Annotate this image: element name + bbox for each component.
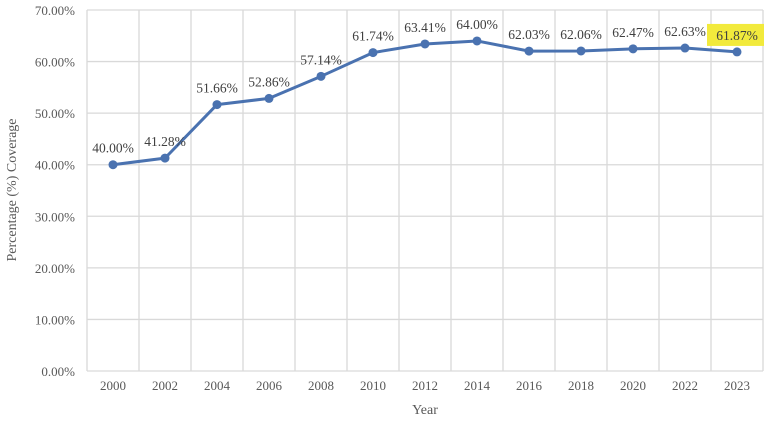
x-tick-label: 2008 (308, 378, 334, 393)
x-tick-label: 2002 (152, 378, 178, 393)
data-point (316, 71, 326, 81)
data-label: 52.86% (248, 74, 290, 89)
data-label: 62.47% (612, 25, 654, 40)
data-label: 64.00% (456, 17, 498, 32)
x-tick-labels: 2000 2002 2004 2006 2008 2010 2012 2014 2016 2018… (100, 378, 750, 393)
x-axis-title: Year (412, 403, 438, 418)
x-tick-label: 2020 (620, 378, 646, 393)
data-point (420, 39, 430, 49)
y-tick-label: 20.00% (35, 261, 75, 276)
y-tick-label: 70.00% (35, 3, 75, 18)
data-point (368, 48, 378, 58)
x-tick-label: 2023 (724, 378, 750, 393)
data-point (108, 160, 118, 170)
data-label: 62.03% (508, 27, 550, 42)
y-tick-label: 60.00% (35, 55, 75, 70)
data-point (576, 46, 586, 56)
data-label: 51.66% (196, 81, 238, 96)
data-point (472, 36, 482, 46)
x-tick-label: 2014 (464, 378, 491, 393)
data-label: 62.06% (560, 27, 602, 42)
data-point (264, 93, 274, 103)
grid (86, 9, 764, 372)
data-point (680, 43, 690, 53)
series-line-path (112, 39, 738, 167)
data-point (160, 153, 170, 163)
y-tick-label: 0.00% (41, 364, 75, 379)
data-label: 61.74% (352, 29, 394, 44)
data-point (212, 100, 222, 110)
data-point (732, 47, 742, 57)
label-highlight (707, 23, 764, 46)
x-tick-label: 2004 (204, 378, 231, 393)
series-line (108, 36, 742, 170)
y-tick-label: 10.00% (35, 312, 75, 327)
x-tick-label: 2018 (568, 378, 594, 393)
x-tick-label: 2006 (256, 378, 283, 393)
y-tick-label: 50.00% (35, 106, 75, 121)
data-label: 41.28% (144, 134, 186, 149)
x-tick-label: 2022 (672, 378, 698, 393)
y-tick-labels: 0.00% 10.00% 20.00% 30.00% 40.00% 50.00% 60.00… (35, 3, 75, 379)
data-label: 63.41% (404, 20, 446, 35)
x-tick-label: 2000 (100, 378, 126, 393)
data-label: 40.00% (92, 141, 134, 156)
x-tick-label: 2010 (360, 378, 386, 393)
y-tick-label: 40.00% (35, 158, 75, 173)
data-label: 61.87% (716, 28, 758, 43)
data-point (628, 44, 638, 54)
y-tick-label: 30.00% (35, 209, 75, 224)
data-point (524, 46, 534, 56)
x-tick-label: 2016 (516, 378, 543, 393)
data-label: 62.63% (664, 24, 706, 39)
data-label: 57.14% (300, 52, 342, 67)
x-tick-label: 2012 (412, 378, 438, 393)
y-axis-title: Percentage (%) Coverage (5, 118, 20, 261)
data-labels: 40.00% 41.28% 51.66% 52.86% 57.14% 61.74% 63.4… (92, 17, 764, 156)
